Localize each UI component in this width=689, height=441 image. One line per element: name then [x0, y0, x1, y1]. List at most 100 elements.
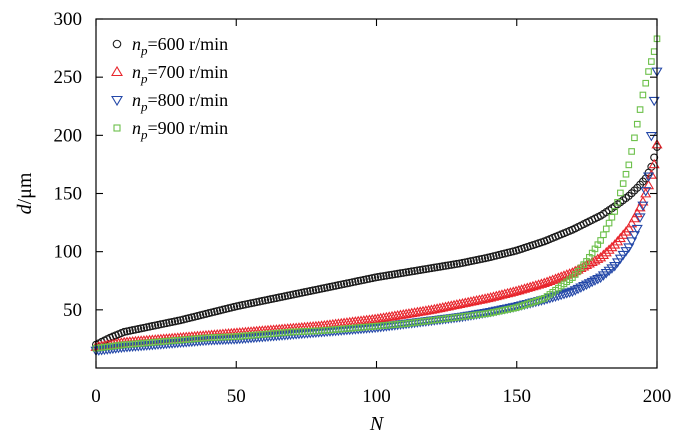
- legend-sub: p: [140, 43, 148, 58]
- data-point: [159, 319, 168, 328]
- data-point: [558, 290, 570, 300]
- data-point: [475, 255, 484, 264]
- data-point: [631, 134, 638, 142]
- series-1: [92, 142, 661, 349]
- data-point: [645, 169, 657, 179]
- data-point: [148, 322, 157, 331]
- data-point: [323, 283, 332, 292]
- legend-text: =900 r/min: [148, 118, 229, 138]
- data-point: [275, 293, 284, 302]
- data-point: [464, 257, 473, 266]
- data-point: [388, 270, 397, 279]
- data-point: [247, 299, 256, 308]
- data-point: [447, 260, 456, 269]
- legend-text: =700 r/min: [148, 62, 229, 82]
- data-point: [642, 79, 650, 87]
- legend-var: n: [132, 118, 141, 138]
- data-point: [630, 186, 639, 195]
- data-point: [120, 327, 129, 336]
- data-point: [123, 327, 132, 336]
- data-point: [609, 239, 621, 249]
- data-point: [151, 321, 160, 330]
- data-point: [342, 279, 351, 288]
- data-point: [572, 284, 584, 295]
- data-point: [266, 295, 275, 304]
- data-point: [575, 283, 587, 293]
- data-point: [561, 289, 573, 299]
- data-point: [280, 292, 289, 301]
- y-axis-label: d/μm: [14, 172, 36, 214]
- data-point: [165, 318, 174, 327]
- data-point: [469, 256, 478, 265]
- data-point: [642, 172, 655, 182]
- legend-item: np=900 r/min: [113, 118, 228, 142]
- data-point: [137, 324, 146, 333]
- data-point: [235, 301, 244, 310]
- series-4: [92, 35, 661, 352]
- data-point: [472, 255, 481, 264]
- data-point: [399, 268, 408, 277]
- data-point: [628, 231, 641, 241]
- data-point: [154, 320, 163, 329]
- data-point: [139, 323, 148, 332]
- data-point: [624, 191, 633, 200]
- data-point: [382, 271, 391, 280]
- data-point: [625, 161, 633, 169]
- data-point: [263, 295, 272, 304]
- data-point: [314, 285, 323, 294]
- legend-item: np=700 r/min: [111, 62, 228, 86]
- data-point: [356, 276, 365, 285]
- data-point: [379, 272, 388, 281]
- data-point: [145, 322, 154, 331]
- data-point: [345, 278, 354, 287]
- data-point: [623, 243, 635, 253]
- legend-marker: [111, 95, 123, 107]
- data-point: [407, 267, 416, 276]
- data-point: [340, 279, 349, 288]
- x-tick-label: 0: [91, 386, 101, 407]
- data-point: [317, 284, 326, 293]
- y-axis-label-var: d: [14, 203, 36, 214]
- data-point: [376, 272, 385, 281]
- legend-sub: p: [140, 99, 148, 114]
- legend-var: n: [132, 34, 141, 54]
- data-point: [586, 256, 598, 266]
- data-point: [461, 258, 470, 267]
- data-point: [481, 254, 490, 263]
- data-point: [311, 285, 320, 294]
- data-point: [232, 302, 241, 311]
- data-point: [255, 297, 264, 306]
- legend-marker: [111, 65, 123, 77]
- legend-label: np=700 r/min: [132, 62, 228, 86]
- data-point: [645, 131, 657, 142]
- data-point: [424, 264, 433, 273]
- data-point: [303, 287, 312, 296]
- data-point: [455, 259, 464, 268]
- data-point: [283, 291, 292, 300]
- data-point: [272, 294, 281, 303]
- data-point: [602, 225, 610, 233]
- data-point: [435, 262, 444, 271]
- data-point: [637, 201, 649, 212]
- y-tick-label: 200: [54, 125, 83, 146]
- data-point: [639, 91, 647, 99]
- data-point: [617, 229, 629, 239]
- legend-item: np=800 r/min: [111, 90, 228, 114]
- data-point: [452, 259, 461, 268]
- y-tick-label: 300: [54, 9, 83, 30]
- data-point: [128, 326, 137, 335]
- data-point: [580, 280, 593, 291]
- axes: 0 50 100 150 200 50 100 150 200 250 300 Nd/μm: [14, 9, 671, 435]
- data-point: [419, 265, 428, 274]
- data-point: [362, 275, 371, 284]
- legend-label: np=900 r/min: [132, 118, 228, 142]
- data-point: [450, 260, 459, 269]
- data-point: [337, 280, 346, 289]
- data-point: [623, 222, 635, 233]
- data-point: [134, 324, 143, 333]
- data-point: [371, 273, 380, 282]
- data-point: [458, 258, 467, 267]
- y-axis-label-unit: /μm: [14, 172, 36, 204]
- y-tick-label: 100: [54, 242, 83, 263]
